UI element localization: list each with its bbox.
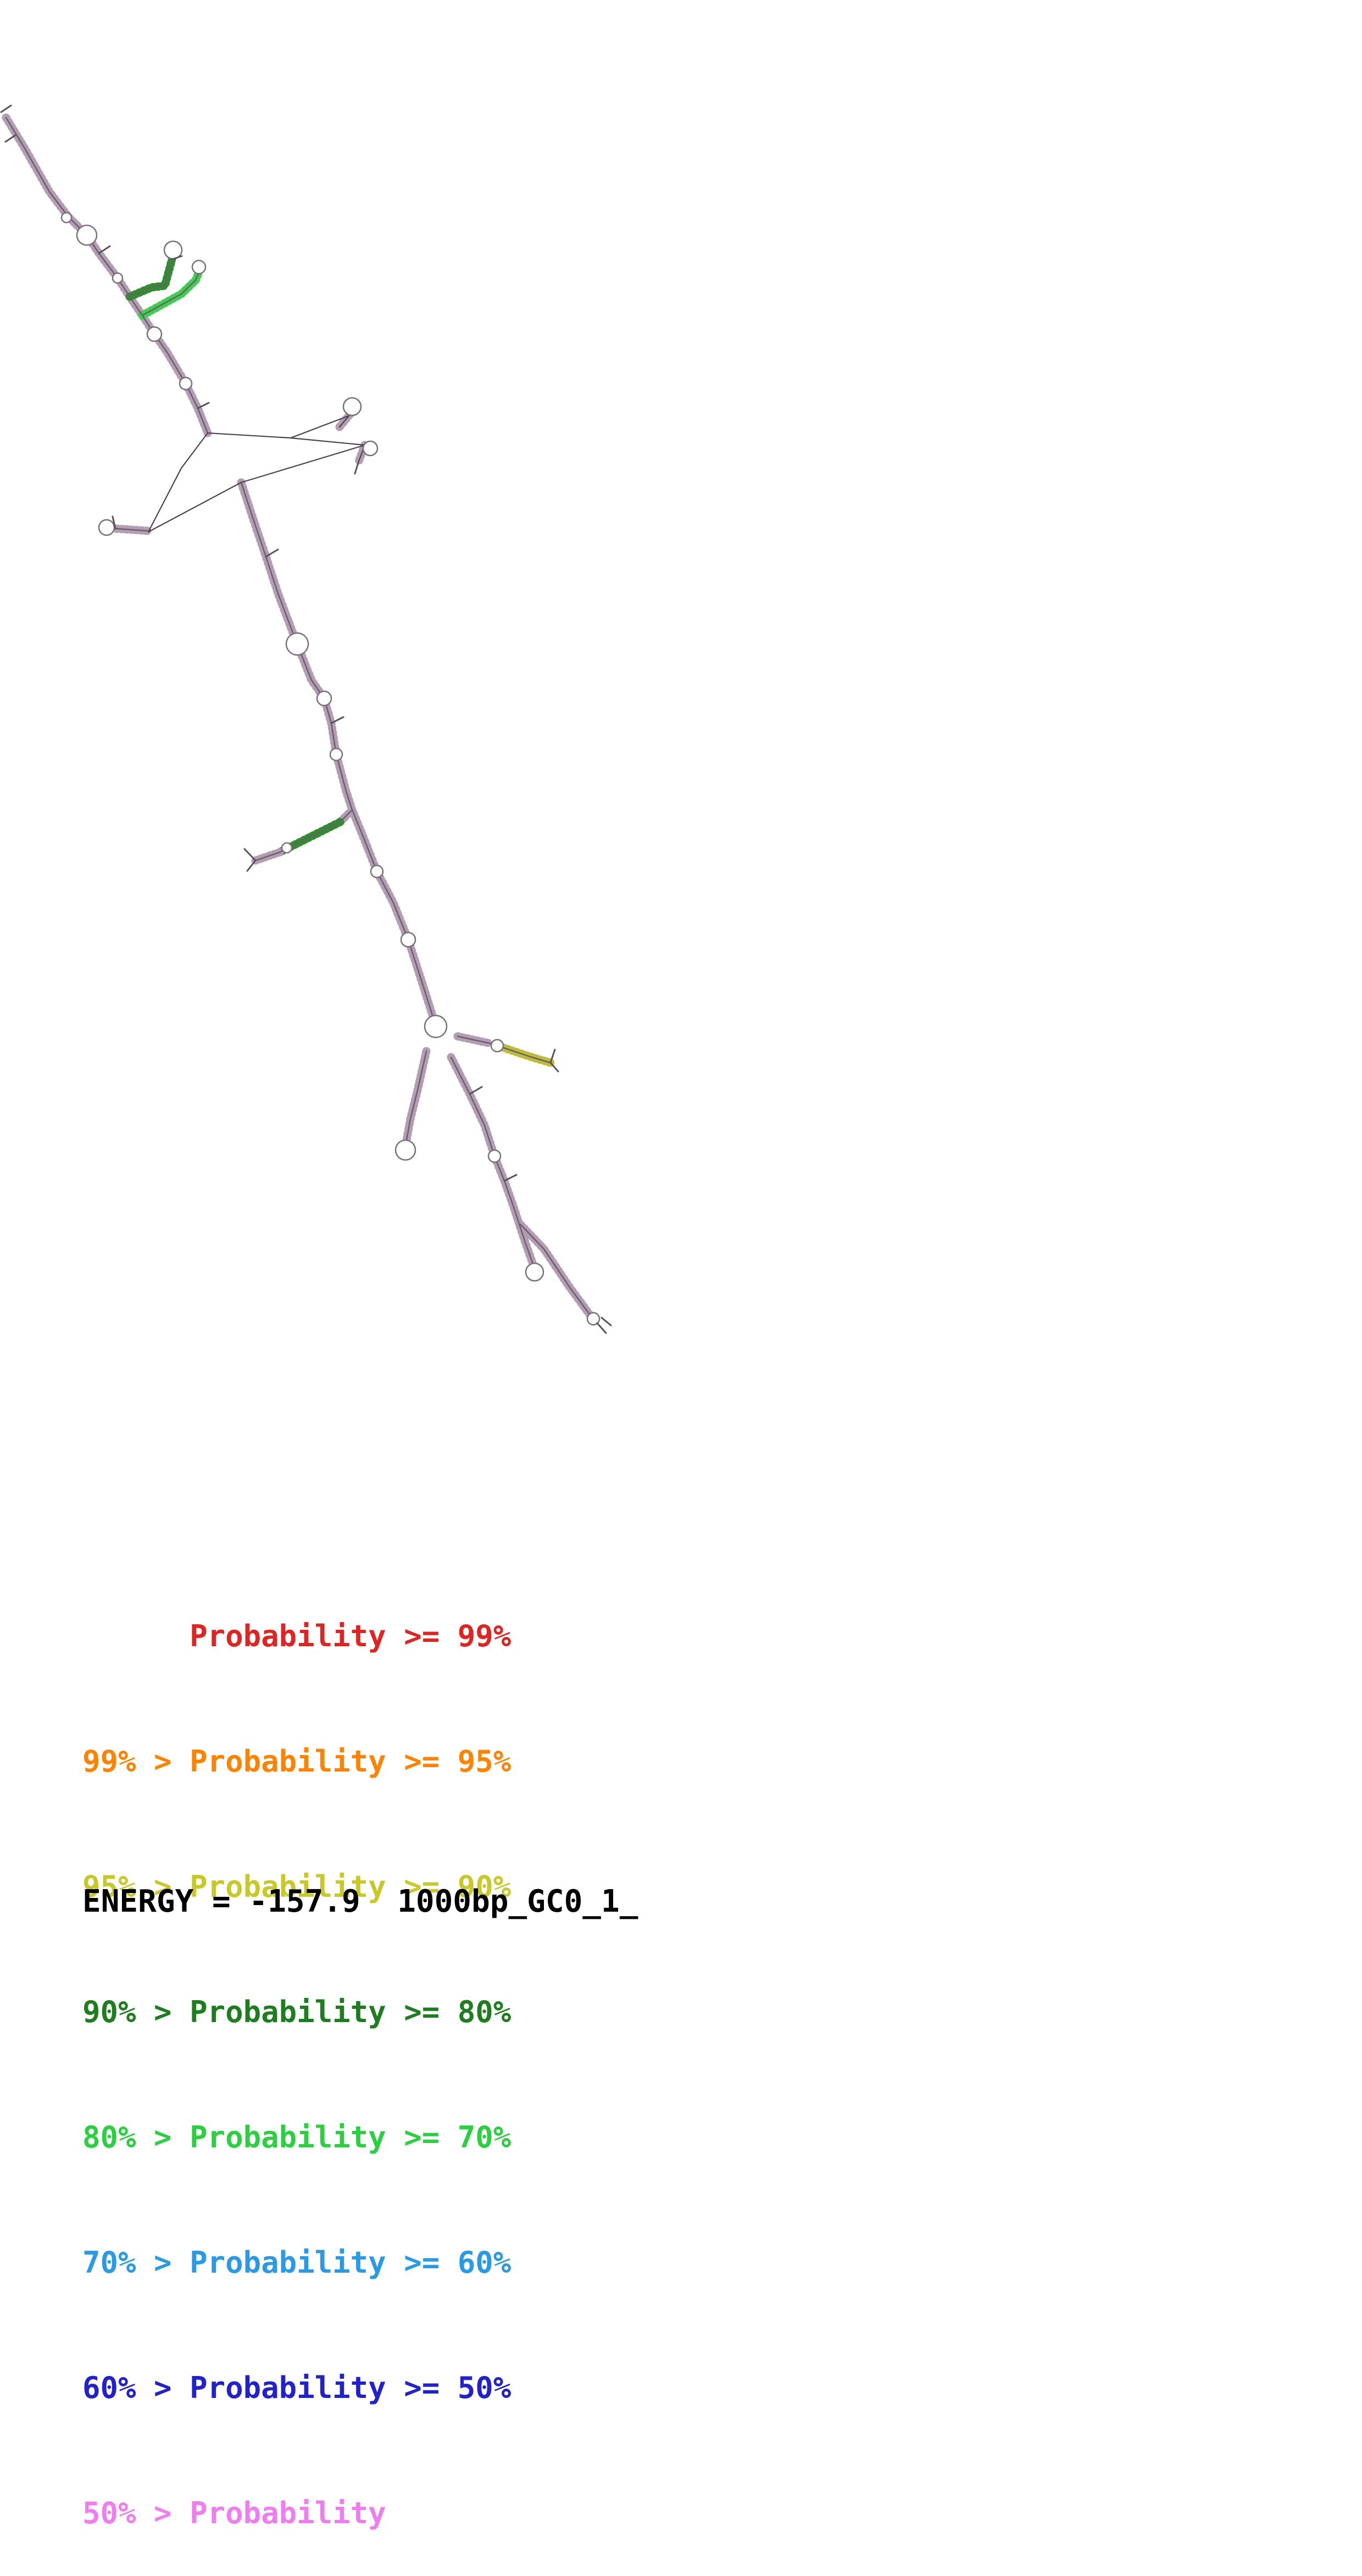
loop-circle	[400, 931, 416, 948]
hairpin-loop-circle	[525, 1262, 544, 1282]
hairpin-loop-circle	[342, 397, 362, 417]
rna-structure-plot	[0, 104, 612, 1334]
loop-circle	[281, 842, 293, 854]
legend-item-p95: 99% > Probability >= 95%	[82, 1744, 512, 1779]
rna-structure-svg	[0, 104, 612, 1334]
base-tick-marks	[0, 104, 612, 1334]
loop-circle	[179, 376, 193, 391]
loop-circle	[329, 747, 343, 762]
loop-circle	[112, 272, 124, 284]
backbone-branch-left-lower	[404, 1050, 427, 1147]
legend-item-below50: 50% > Probability	[82, 2496, 386, 2530]
hairpin-loop-circle	[98, 519, 115, 536]
loop-circle	[316, 690, 332, 707]
helix-green-hairpin-1	[125, 255, 176, 301]
loop-circle	[285, 632, 309, 656]
legend-item-p60: 70% > Probability >= 60%	[82, 2245, 512, 2280]
backbone-left-hairpin	[114, 528, 148, 532]
loop-circle	[76, 224, 98, 246]
multiloop-junction-circle	[424, 1014, 448, 1039]
hairpin-loop-circle	[191, 259, 207, 275]
hairpin-loop-circle	[586, 1312, 601, 1326]
loop-circle	[370, 864, 384, 879]
legend-item-p80: 90% > Probability >= 80%	[82, 1995, 512, 2029]
backbone-green-branch	[254, 809, 353, 862]
loop-circle	[490, 1039, 504, 1053]
probability-legend: Probability >= 99% 99% > Probability >= …	[82, 1532, 511, 2576]
legend-item-p90: 95% > Probability >= 90%	[82, 1869, 512, 1904]
multiloop-connectors	[147, 413, 366, 533]
helix-main-upper	[2, 113, 212, 437]
hairpin-loop-circle	[362, 440, 379, 457]
backbone-green-hairpins	[129, 258, 199, 317]
loop-circle	[60, 212, 73, 224]
loop-circle	[487, 1149, 502, 1163]
legend-item-p70: 80% > Probability >= 70%	[82, 2120, 512, 2155]
hairpin-loop-circle	[394, 1139, 416, 1161]
backbone-branch-right-arm	[457, 1035, 552, 1064]
backbone-branch-right-lower	[450, 1056, 535, 1268]
legend-item-p50: 60% > Probability >= 50%	[82, 2370, 512, 2405]
energy-label: ENERGY = -157.9 1000bp_GC0_1_	[82, 1884, 638, 1919]
backbone-branch-terminal	[519, 1223, 592, 1318]
legend-item-p99: Probability >= 99%	[82, 1619, 512, 1653]
loop-circle	[146, 326, 163, 342]
